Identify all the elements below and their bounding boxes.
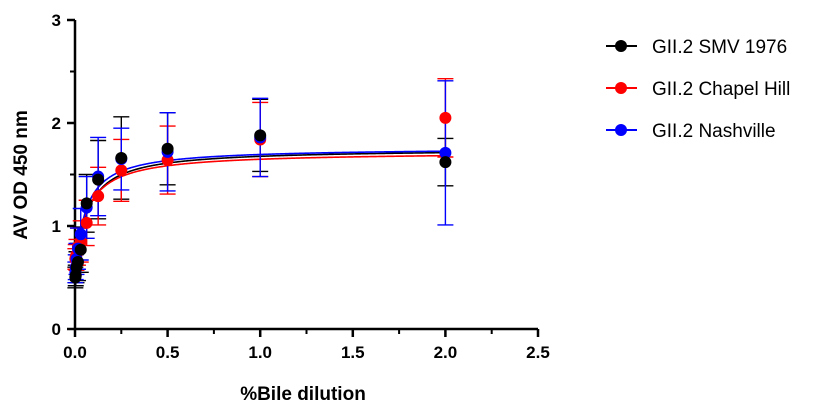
- data-point-2: [439, 146, 452, 159]
- data-point-1: [161, 154, 174, 167]
- y-axis-title: AV OD 450 nm: [11, 110, 32, 240]
- legend-marker-1: [615, 82, 627, 94]
- legend-label-1: GII.2 Chapel Hill: [652, 79, 790, 100]
- x-axis-title: %Bile dilution: [240, 384, 366, 405]
- legend-label-2: GII.2 Nashville: [652, 121, 776, 142]
- data-point-1: [92, 190, 105, 203]
- data-point-0: [92, 173, 105, 186]
- fit-curve-1: [74, 154, 450, 266]
- legend-label-0: GII.2 SMV 1976: [652, 37, 787, 58]
- data-point-0: [80, 197, 93, 210]
- x-tick-label: 2.0: [434, 343, 458, 362]
- data-point-0: [71, 256, 84, 269]
- x-tick-label: 2.5: [526, 343, 550, 362]
- data-point-0: [115, 152, 128, 165]
- data-points: [69, 111, 452, 284]
- error-bars: [67, 78, 454, 289]
- fit-curves: [74, 150, 450, 283]
- data-point-1: [115, 164, 128, 177]
- data-point-0: [161, 142, 174, 155]
- x-tick-label: 1.5: [341, 343, 365, 362]
- legend-item-2: GII.2 Nashville: [606, 121, 776, 142]
- data-point-0: [74, 243, 87, 256]
- data-point-1: [439, 111, 452, 124]
- fit-curve-2: [74, 150, 450, 278]
- legend-marker-2: [615, 124, 627, 136]
- data-point-0: [439, 156, 452, 169]
- y-tick-label: 3: [52, 11, 61, 30]
- x-tick-label: 0.0: [63, 343, 87, 362]
- data-point-2: [74, 228, 87, 241]
- legend-item-0: GII.2 SMV 1976: [606, 37, 787, 58]
- legend-marker-0: [615, 40, 627, 52]
- y-tick-label: 0: [52, 320, 61, 339]
- data-point-1: [80, 216, 93, 229]
- axes: [67, 18, 540, 337]
- x-tick-label: 1.0: [248, 343, 272, 362]
- legend: GII.2 SMV 1976 GII.2 Chapel Hill GII.2 N…: [606, 37, 790, 142]
- y-tick-label: 1: [52, 217, 61, 236]
- tick-labels: 0.0 0.5 1.0 1.5 2.0 2.5 0 1 2 3: [52, 11, 550, 362]
- x-tick-label: 0.5: [156, 343, 180, 362]
- legend-item-1: GII.2 Chapel Hill: [606, 79, 790, 100]
- y-tick-label: 2: [52, 114, 61, 133]
- fit-curve-0: [74, 151, 450, 283]
- data-point-0: [254, 129, 267, 142]
